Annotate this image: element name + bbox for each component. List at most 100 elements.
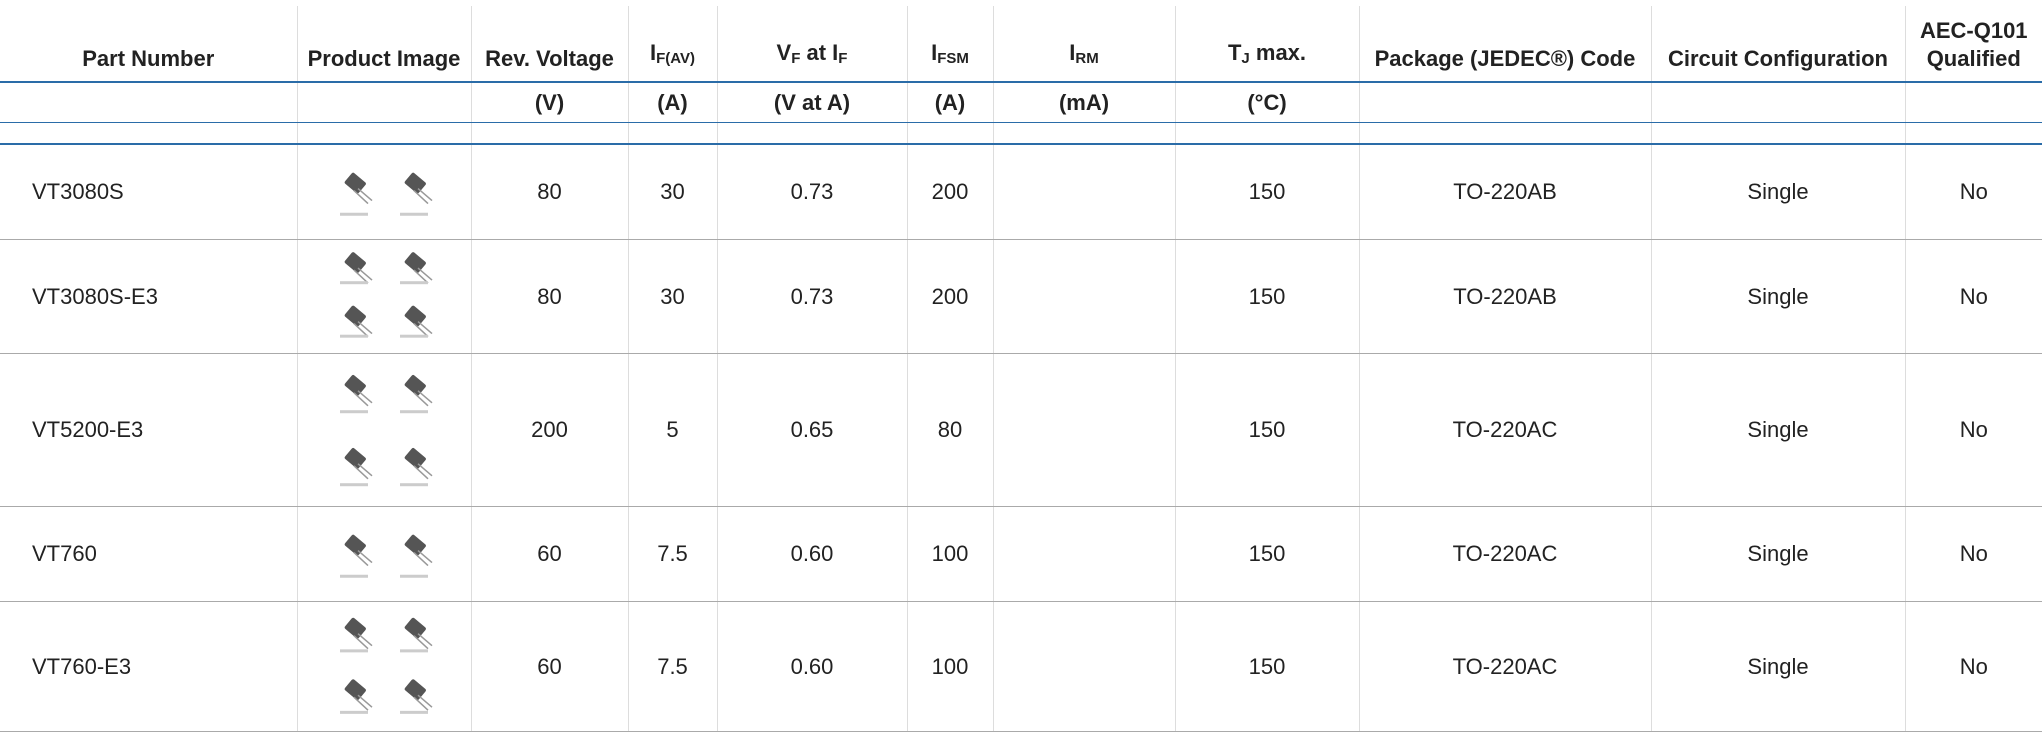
header-text: Part Number: [82, 46, 215, 71]
component-icon: [400, 534, 433, 578]
header-text: I: [649, 40, 657, 65]
cell-text: 100: [931, 653, 969, 679]
spacer-cell: [1904, 122, 2042, 145]
cell: TO-220AC: [1358, 601, 1651, 732]
unit-cell: (A): [627, 82, 717, 123]
part-number: VT3080S: [32, 179, 124, 204]
part-number: VT3080S-E3: [32, 283, 158, 309]
spacer-cell: [1650, 122, 1905, 145]
cell-text: 60: [537, 653, 562, 679]
cell-text: 60: [537, 541, 562, 566]
cell: 0.60: [716, 601, 907, 732]
cell-text: 80: [537, 179, 562, 204]
cell: No: [1904, 353, 2042, 507]
cell: TO-220AB: [1358, 144, 1651, 240]
header-subscript: F: [838, 50, 848, 67]
cell-text: 100: [931, 541, 969, 566]
unit-text: (A): [657, 89, 688, 115]
component-icon: [340, 447, 373, 487]
cell: 7.5: [627, 506, 717, 602]
product-row: VT760 60 7.5 0.60 100 150 TO-220AC Single No: [0, 506, 2042, 602]
column-header: VF at IF: [716, 6, 907, 83]
component-icon: [340, 305, 373, 338]
header-subscript: RM: [1075, 50, 1099, 67]
cell: No: [1904, 601, 2042, 732]
part-number: VT760-E3: [32, 653, 132, 679]
component-icon: [400, 374, 433, 414]
spacer-cell: [296, 122, 471, 145]
cell-text: 30: [660, 179, 685, 204]
part-number: VT5200-E3: [32, 417, 144, 442]
component-icon: [400, 617, 433, 653]
cell-text: 30: [660, 283, 685, 309]
cell-text: 150: [1248, 541, 1286, 566]
cell: 0.60: [716, 506, 907, 602]
unit-cell: (A): [906, 82, 993, 123]
cell: VT5200-E3: [0, 353, 297, 507]
header-text: I: [931, 40, 938, 65]
cell-text: 200: [931, 283, 969, 309]
header-text: max.: [1249, 40, 1307, 65]
product-image: [340, 374, 433, 487]
cell: 60: [470, 506, 628, 602]
header-text: Rev. Voltage: [485, 46, 614, 71]
unit-cell: (V at A): [716, 82, 907, 123]
cell: No: [1904, 506, 2042, 602]
cell-text: TO-220AB: [1453, 283, 1557, 309]
cell-text: 5: [666, 417, 679, 442]
spacer-row: [0, 122, 2042, 145]
unit-text: (A): [934, 89, 966, 115]
cell-text: 0.65: [790, 417, 834, 442]
cell-text: 0.60: [790, 653, 834, 679]
cell-text: 200: [531, 417, 568, 442]
spacer-cell: [906, 122, 993, 145]
column-header: TJ max.: [1174, 6, 1359, 83]
cell: [992, 144, 1175, 240]
column-header: Package (JEDEC®) Code: [1358, 6, 1651, 83]
cell-text: TO-220AB: [1453, 179, 1557, 204]
cell-text: Single: [1747, 417, 1809, 442]
header-text: AEC-Q101 Qualified: [1919, 18, 2028, 71]
cell-text: 200: [931, 179, 969, 204]
cell: TO-220AC: [1358, 506, 1651, 602]
cell: [296, 144, 471, 240]
product-row: VT3080S 80 30 0.73 200 150 TO-220AB Single No: [0, 144, 2042, 240]
cell: 100: [906, 601, 993, 732]
cell: 0.73: [716, 144, 907, 240]
spacer-cell: [627, 122, 717, 145]
cell: 200: [470, 353, 628, 507]
unit-cell: [296, 82, 471, 123]
cell: 0.65: [716, 353, 907, 507]
header-text: Circuit Configuration: [1668, 46, 1888, 71]
cell: 80: [470, 239, 628, 354]
component-icon: [340, 617, 373, 653]
product-table: Part Number Product Image Rev. Voltage IF(A…: [0, 6, 2042, 732]
product-image: [340, 172, 433, 216]
spacer-cell: [1174, 122, 1359, 145]
unit-cell: [1650, 82, 1905, 123]
header-text: at I: [800, 40, 839, 65]
component-icon: [400, 172, 433, 216]
cell: 80: [470, 144, 628, 240]
cell: 5: [627, 353, 717, 507]
cell-text: Single: [1747, 653, 1809, 679]
header-text: I: [1069, 40, 1076, 65]
cell: No: [1904, 239, 2042, 354]
cell-text: TO-220AC: [1452, 541, 1558, 566]
cell-text: 7.5: [657, 541, 688, 566]
cell-text: Single: [1747, 283, 1809, 309]
cell: [992, 239, 1175, 354]
unit-text: (V): [534, 89, 565, 115]
cell: [296, 353, 471, 507]
cell: Single: [1650, 239, 1905, 354]
column-header: IF(AV): [627, 6, 717, 83]
header-text: Package (JEDEC®) Code: [1374, 46, 1636, 71]
cell-text: No: [1959, 653, 1988, 679]
cell-text: TO-220AC: [1452, 653, 1558, 679]
header-subscript: FSM: [937, 50, 969, 67]
cell: VT3080S: [0, 144, 297, 240]
cell: Single: [1650, 353, 1905, 507]
unit-cell: [1904, 82, 2042, 123]
product-image: [340, 617, 433, 714]
spacer-cell: [716, 122, 907, 145]
